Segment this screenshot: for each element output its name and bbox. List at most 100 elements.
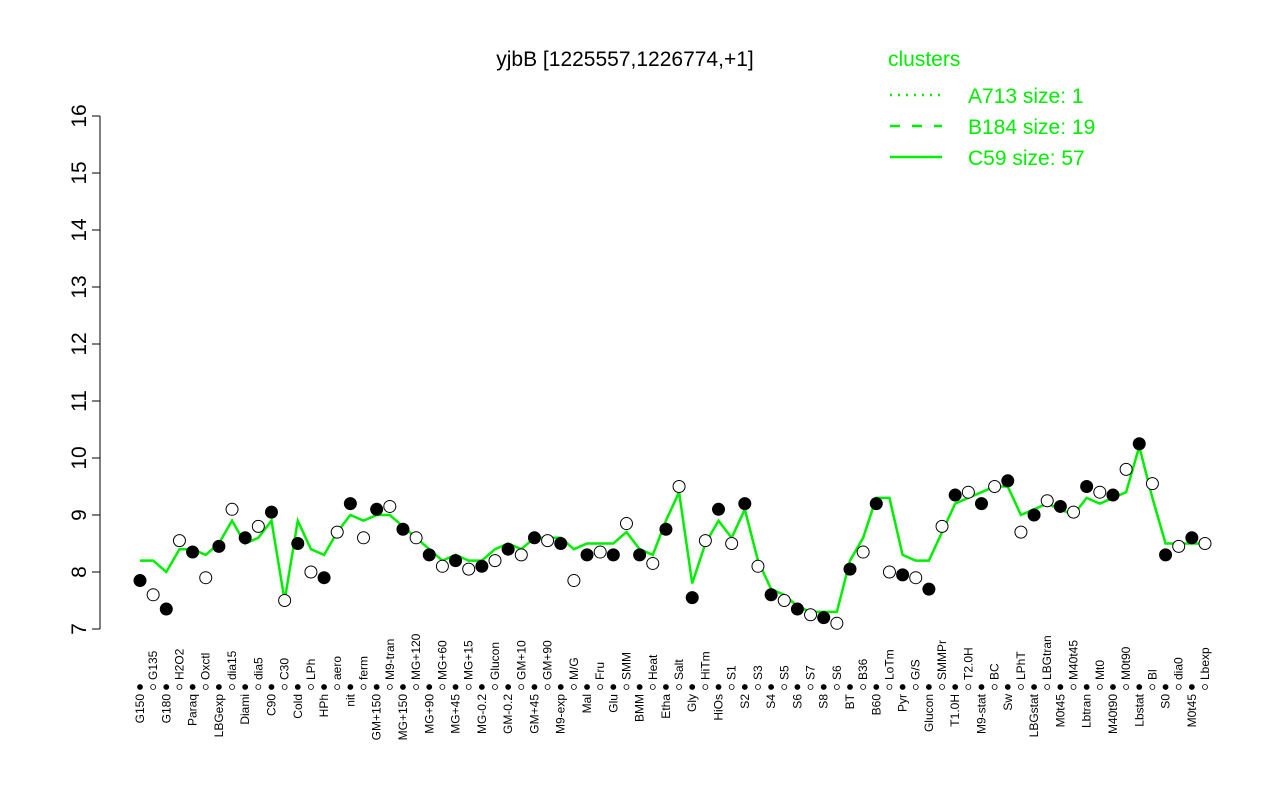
x-tick-label: M40t90 <box>1106 694 1120 734</box>
x-tick-label: ferm <box>357 656 371 680</box>
category-marker <box>1004 684 1011 690</box>
y-tick-label: 9 <box>68 509 91 521</box>
category-marker <box>1188 684 1195 690</box>
category-marker <box>925 684 932 690</box>
category-marker <box>570 684 577 690</box>
x-tick-label: GM+45 <box>527 694 541 734</box>
x-tick-label: Gly <box>685 694 699 712</box>
category-marker <box>939 684 945 690</box>
x-tick-label: M0t90 <box>1119 646 1133 680</box>
point <box>343 497 357 511</box>
x-tick-label: BMM <box>633 694 647 722</box>
category-marker <box>176 684 183 690</box>
point <box>1106 488 1120 502</box>
x-tick-label: Glucon <box>488 642 502 680</box>
point <box>1132 437 1146 451</box>
x-tick-label: S2 <box>738 694 752 709</box>
point <box>488 554 502 568</box>
category-marker <box>242 684 249 690</box>
point <box>422 548 436 562</box>
x-tick-label: LPh <box>304 659 318 680</box>
point <box>159 602 173 616</box>
category-marker <box>465 684 472 690</box>
point <box>777 594 791 607</box>
category-marker <box>137 684 143 690</box>
chart-title: yjbB [1225557,1226774,+1] <box>496 48 753 71</box>
point <box>383 499 397 513</box>
category-marker <box>873 684 880 690</box>
x-tick-label: C90 <box>264 694 278 716</box>
x-tick-label: Mal <box>580 694 594 713</box>
x-tick-label: T2.0H <box>961 647 975 680</box>
category-marker <box>584 684 590 690</box>
point <box>1080 480 1094 493</box>
point <box>1172 539 1186 553</box>
x-tick-label: S4 <box>764 694 778 709</box>
point <box>172 534 186 548</box>
point <box>278 594 292 607</box>
category-marker <box>478 684 485 690</box>
category-marker <box>1044 684 1051 690</box>
x-tick-label: Lbstat <box>1132 693 1146 726</box>
category-marker <box>531 684 538 690</box>
category-marker <box>847 684 853 690</box>
x-tick-label: LBGtran <box>1040 635 1054 680</box>
x-tick-label: SMM <box>619 652 633 680</box>
x-tick-label: dia0 <box>1172 657 1186 680</box>
point <box>251 519 265 533</box>
category-marker <box>294 684 301 690</box>
category-marker <box>689 684 696 690</box>
x-tick-label: M9-tran <box>383 639 397 680</box>
category-marker <box>991 684 998 690</box>
legend-title: clusters <box>888 48 960 71</box>
point <box>935 519 949 533</box>
x-tick-label: HiTm <box>698 651 712 680</box>
category-marker <box>715 684 722 690</box>
category-marker <box>597 684 604 690</box>
x-tick-label: Fru <box>593 662 607 680</box>
point <box>817 611 831 625</box>
x-tick-label: BC <box>988 663 1002 680</box>
x-tick-label: M/G <box>567 657 581 680</box>
category-marker <box>334 684 341 690</box>
category-marker <box>347 684 354 690</box>
point <box>304 565 318 579</box>
legend-label: C59 size: 57 <box>968 147 1085 170</box>
category-marker <box>702 684 709 690</box>
category-marker <box>163 684 170 690</box>
category-marker <box>229 684 235 690</box>
x-tick-label: B36 <box>856 658 870 680</box>
point <box>672 480 686 493</box>
x-tick-label: G135 <box>146 650 160 680</box>
point <box>869 497 883 511</box>
x-tick-label: MG+45 <box>449 694 463 734</box>
y-tick-label: 15 <box>68 161 91 184</box>
point <box>527 531 541 545</box>
x-tick-label: S1 <box>725 665 739 680</box>
category-marker <box>255 684 262 690</box>
point <box>580 548 594 562</box>
point <box>409 531 423 545</box>
x-tick-label: M9-stat <box>974 693 988 734</box>
category-marker <box>281 684 288 690</box>
y-tick-label: 14 <box>68 218 91 242</box>
category-marker <box>952 684 959 690</box>
category-marker <box>492 684 498 690</box>
category-marker <box>755 684 761 690</box>
point <box>238 531 252 545</box>
category-marker <box>413 684 420 690</box>
category-marker <box>1136 684 1143 690</box>
x-tick-label: MG+60 <box>435 640 449 680</box>
point <box>554 537 568 550</box>
category-marker <box>965 684 972 690</box>
point <box>593 545 607 559</box>
point <box>199 571 213 585</box>
x-tick-label: dia15 <box>225 650 239 680</box>
category-marker <box>820 684 827 690</box>
x-tick-label: Heat <box>646 654 660 680</box>
x-tick-label: G180 <box>159 694 173 724</box>
x-tick-label: LoTm <box>882 649 896 680</box>
point <box>1027 508 1041 522</box>
point <box>475 559 489 573</box>
